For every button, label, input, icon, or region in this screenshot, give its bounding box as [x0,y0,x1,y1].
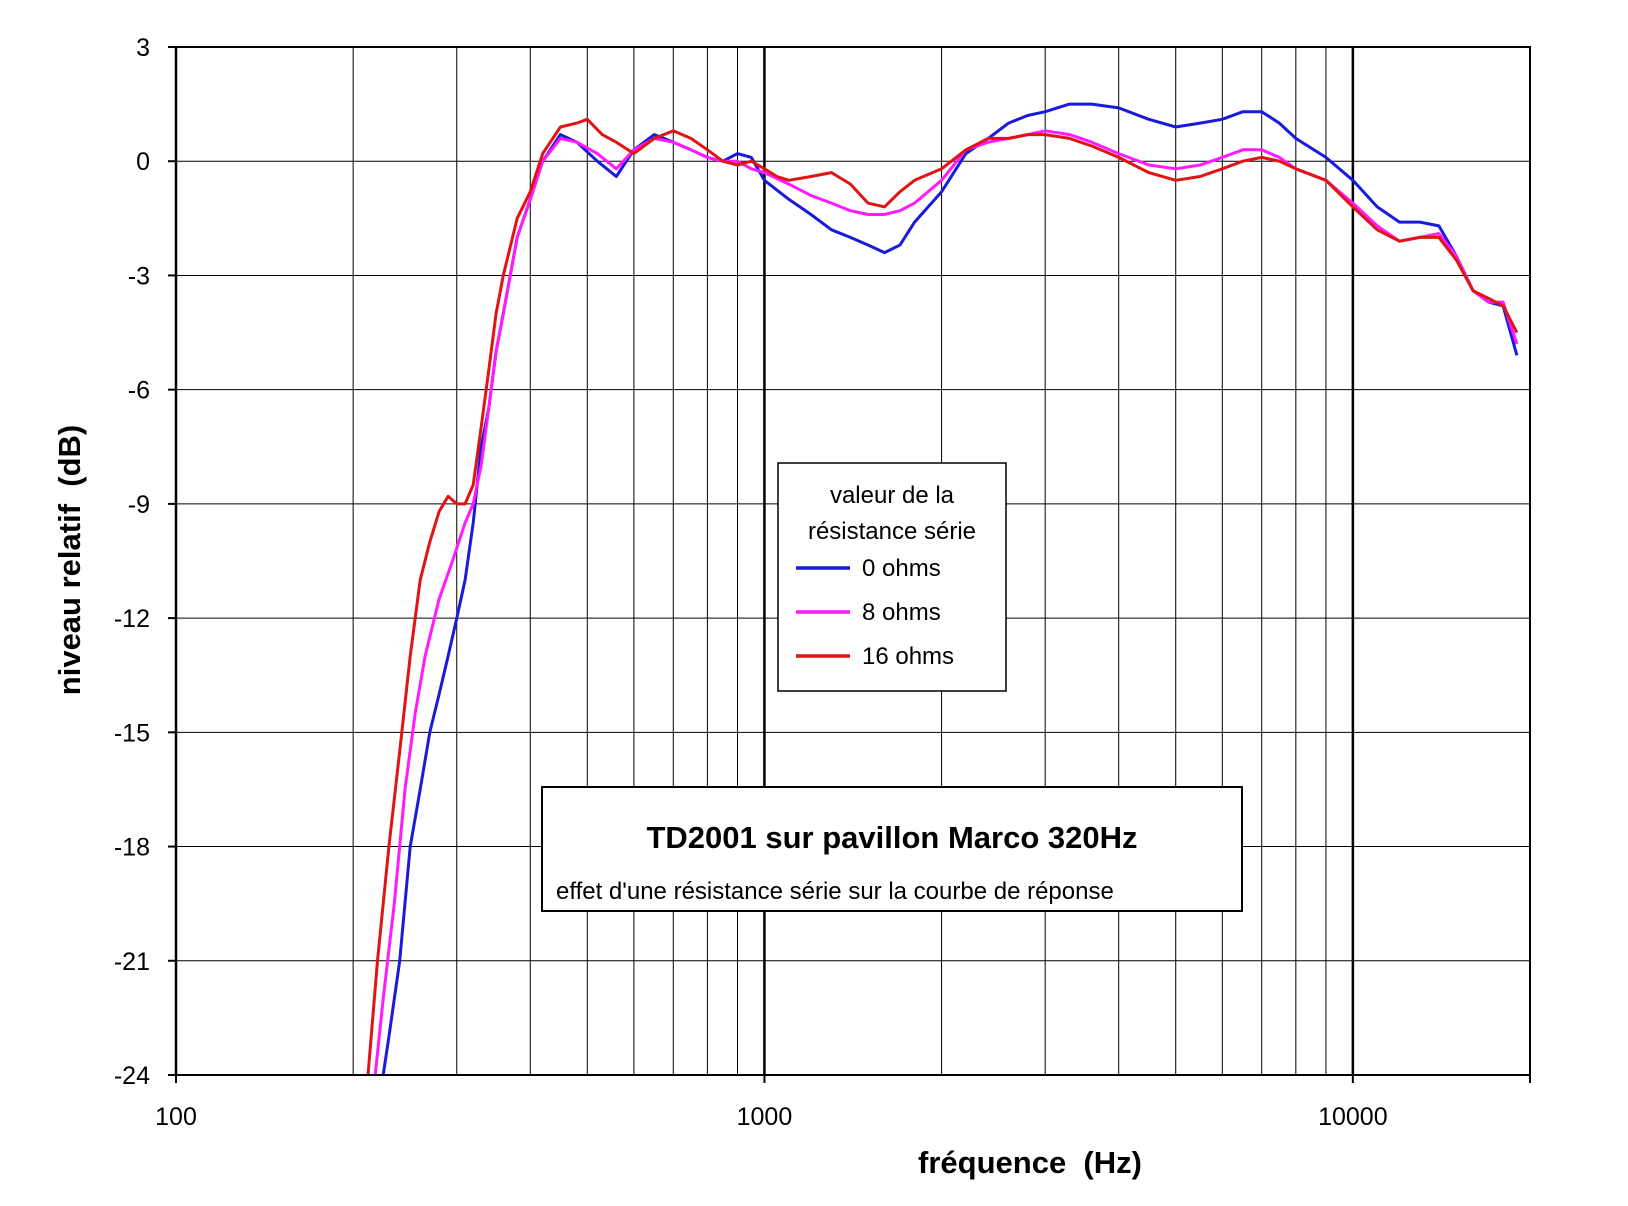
y-tick-label: -3 [128,262,150,290]
y-axis-title: niveau relatif (dB) [52,425,87,695]
series-line-0-ohms [381,102,1519,1076]
x-axis-title: fréquence (Hz) [918,1145,1142,1180]
legend-box [777,462,1007,692]
legend-title-line2: résistance série [808,518,976,545]
title-box: TD2001 sur pavillon Marco 320Hz effet d'… [541,786,1243,912]
y-tick-label: -9 [128,491,150,519]
legend-label: 16 ohms [862,643,954,670]
legend-label: 8 ohms [862,599,941,626]
chart-title: TD2001 sur pavillon Marco 320Hz [646,820,1137,855]
x-tick-label: 100 [155,1103,197,1131]
plot-frame [175,46,1531,1076]
title-box-frame [541,786,1243,912]
x-tick-label: 10000 [1318,1103,1388,1131]
y-tick-label: -12 [114,605,150,633]
y-tick-label: 0 [136,148,150,176]
series-line-16-ohms [366,117,1519,1076]
y-tick-label: 3 [136,34,150,62]
legend-entries: 0 ohms 8 ohms 16 ohms [796,555,954,670]
legend: valeur de la résistance série 0 ohms 8 oh… [777,462,1007,692]
y-tick-label: -18 [114,834,150,862]
y-tick-label: -21 [114,948,150,976]
legend-label: 0 ohms [862,555,941,582]
chart-subtitle: effet d'une résistance série sur la cour… [556,878,1114,905]
y-tick-label: -6 [128,377,150,405]
x-tick-label: 1000 [737,1103,793,1131]
y-tick-label: -24 [114,1062,150,1090]
legend-title-line1: valeur de la [830,482,955,509]
y-tick-label: -15 [114,719,150,747]
series-layer [366,102,1519,1076]
